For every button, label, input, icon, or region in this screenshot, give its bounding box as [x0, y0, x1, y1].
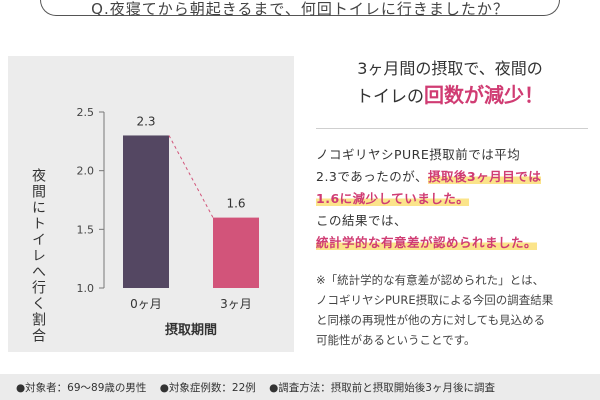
desc-line4: この結果では、 [316, 213, 408, 228]
data-label: 2.3 [136, 114, 155, 128]
footer-subjects: ●対象者：69～89歳の男性 [16, 382, 147, 394]
y-tick-label: 2.5 [77, 106, 95, 119]
question-text: Q.夜寝てから朝起きるまで、何回トイレに行きましたか？ [91, 0, 509, 18]
desc-highlight-2: 1.6に減少していました。 [316, 191, 470, 206]
footer-method: ●調査方法：摂取前と摂取開始後3ヶ月後に調査 [269, 382, 495, 394]
headline-accent: 回数が減少！ [424, 83, 544, 107]
study-info-footer: ●対象者：69～89歳の男性 ●対象症例数：22例 ●調査方法：摂取前と摂取開始… [0, 374, 600, 400]
headline-line2: トイレの回数が減少！ [300, 82, 600, 110]
desc-highlight-3: 統計学的な有意差が認められました。 [316, 235, 538, 250]
headline: 3ヶ月間の摂取で、夜間の トイレの回数が減少！ [300, 56, 600, 110]
trend-connector [168, 135, 214, 218]
bar [213, 217, 259, 288]
y-axis-label: 夜間にトイレへ行く割合 [30, 168, 46, 344]
headline-line2-text: トイレの [356, 87, 424, 107]
description: ノコギリヤシPURE摂取前では平均 2.3であったのが、摂取後3ヶ月目では 1.… [316, 144, 600, 254]
note-line3: と同様の再現性が他の方に対しても見込める [316, 313, 546, 327]
footnote: ※「統計学的な有意差が認められた」とは、 ノコギリヤシPURE摂取による今回の調… [316, 270, 600, 350]
bar [123, 135, 169, 288]
x-axis-label: 摂取期間 [165, 322, 217, 338]
desc-line2: 2.3であったのが、 [316, 169, 429, 184]
footer-cases: ●対象症例数：22例 [159, 382, 256, 394]
note-line1: ※「統計学的な有意差が認められた」とは、 [316, 273, 545, 287]
y-tick-label: 1.5 [77, 223, 95, 236]
note-line4: 可能性があるということです。 [316, 333, 476, 347]
headline-line1: 3ヶ月間の摂取で、夜間の [357, 59, 543, 78]
y-tick-label: 2.0 [77, 165, 95, 178]
x-tick-label: 3ヶ月 [220, 297, 252, 311]
x-tick-label: 0ヶ月 [130, 297, 162, 311]
desc-highlight-1: 摂取後3ヶ月目では [428, 169, 542, 184]
divider [316, 128, 588, 129]
desc-line1: ノコギリヤシPURE摂取前では平均 [316, 147, 521, 162]
data-label: 1.6 [226, 197, 245, 211]
y-tick-label: 1.0 [77, 282, 95, 295]
chart-panel: 2.5 2.0 1.5 1.0 2.3 0ヶ月 1.6 3ヶ月 摂取期間 夜間にトイレへ行く割合 [8, 56, 294, 352]
note-line2: ノコギリヤシPURE摂取による今回の調査結果 [316, 293, 554, 307]
footer-text: ●対象者：69～89歳の男性 ●対象症例数：22例 ●調査方法：摂取前と摂取開始… [16, 380, 505, 395]
question-header: Q.夜寝てから朝起きるまで、何回トイレに行きましたか？ [0, 0, 600, 22]
